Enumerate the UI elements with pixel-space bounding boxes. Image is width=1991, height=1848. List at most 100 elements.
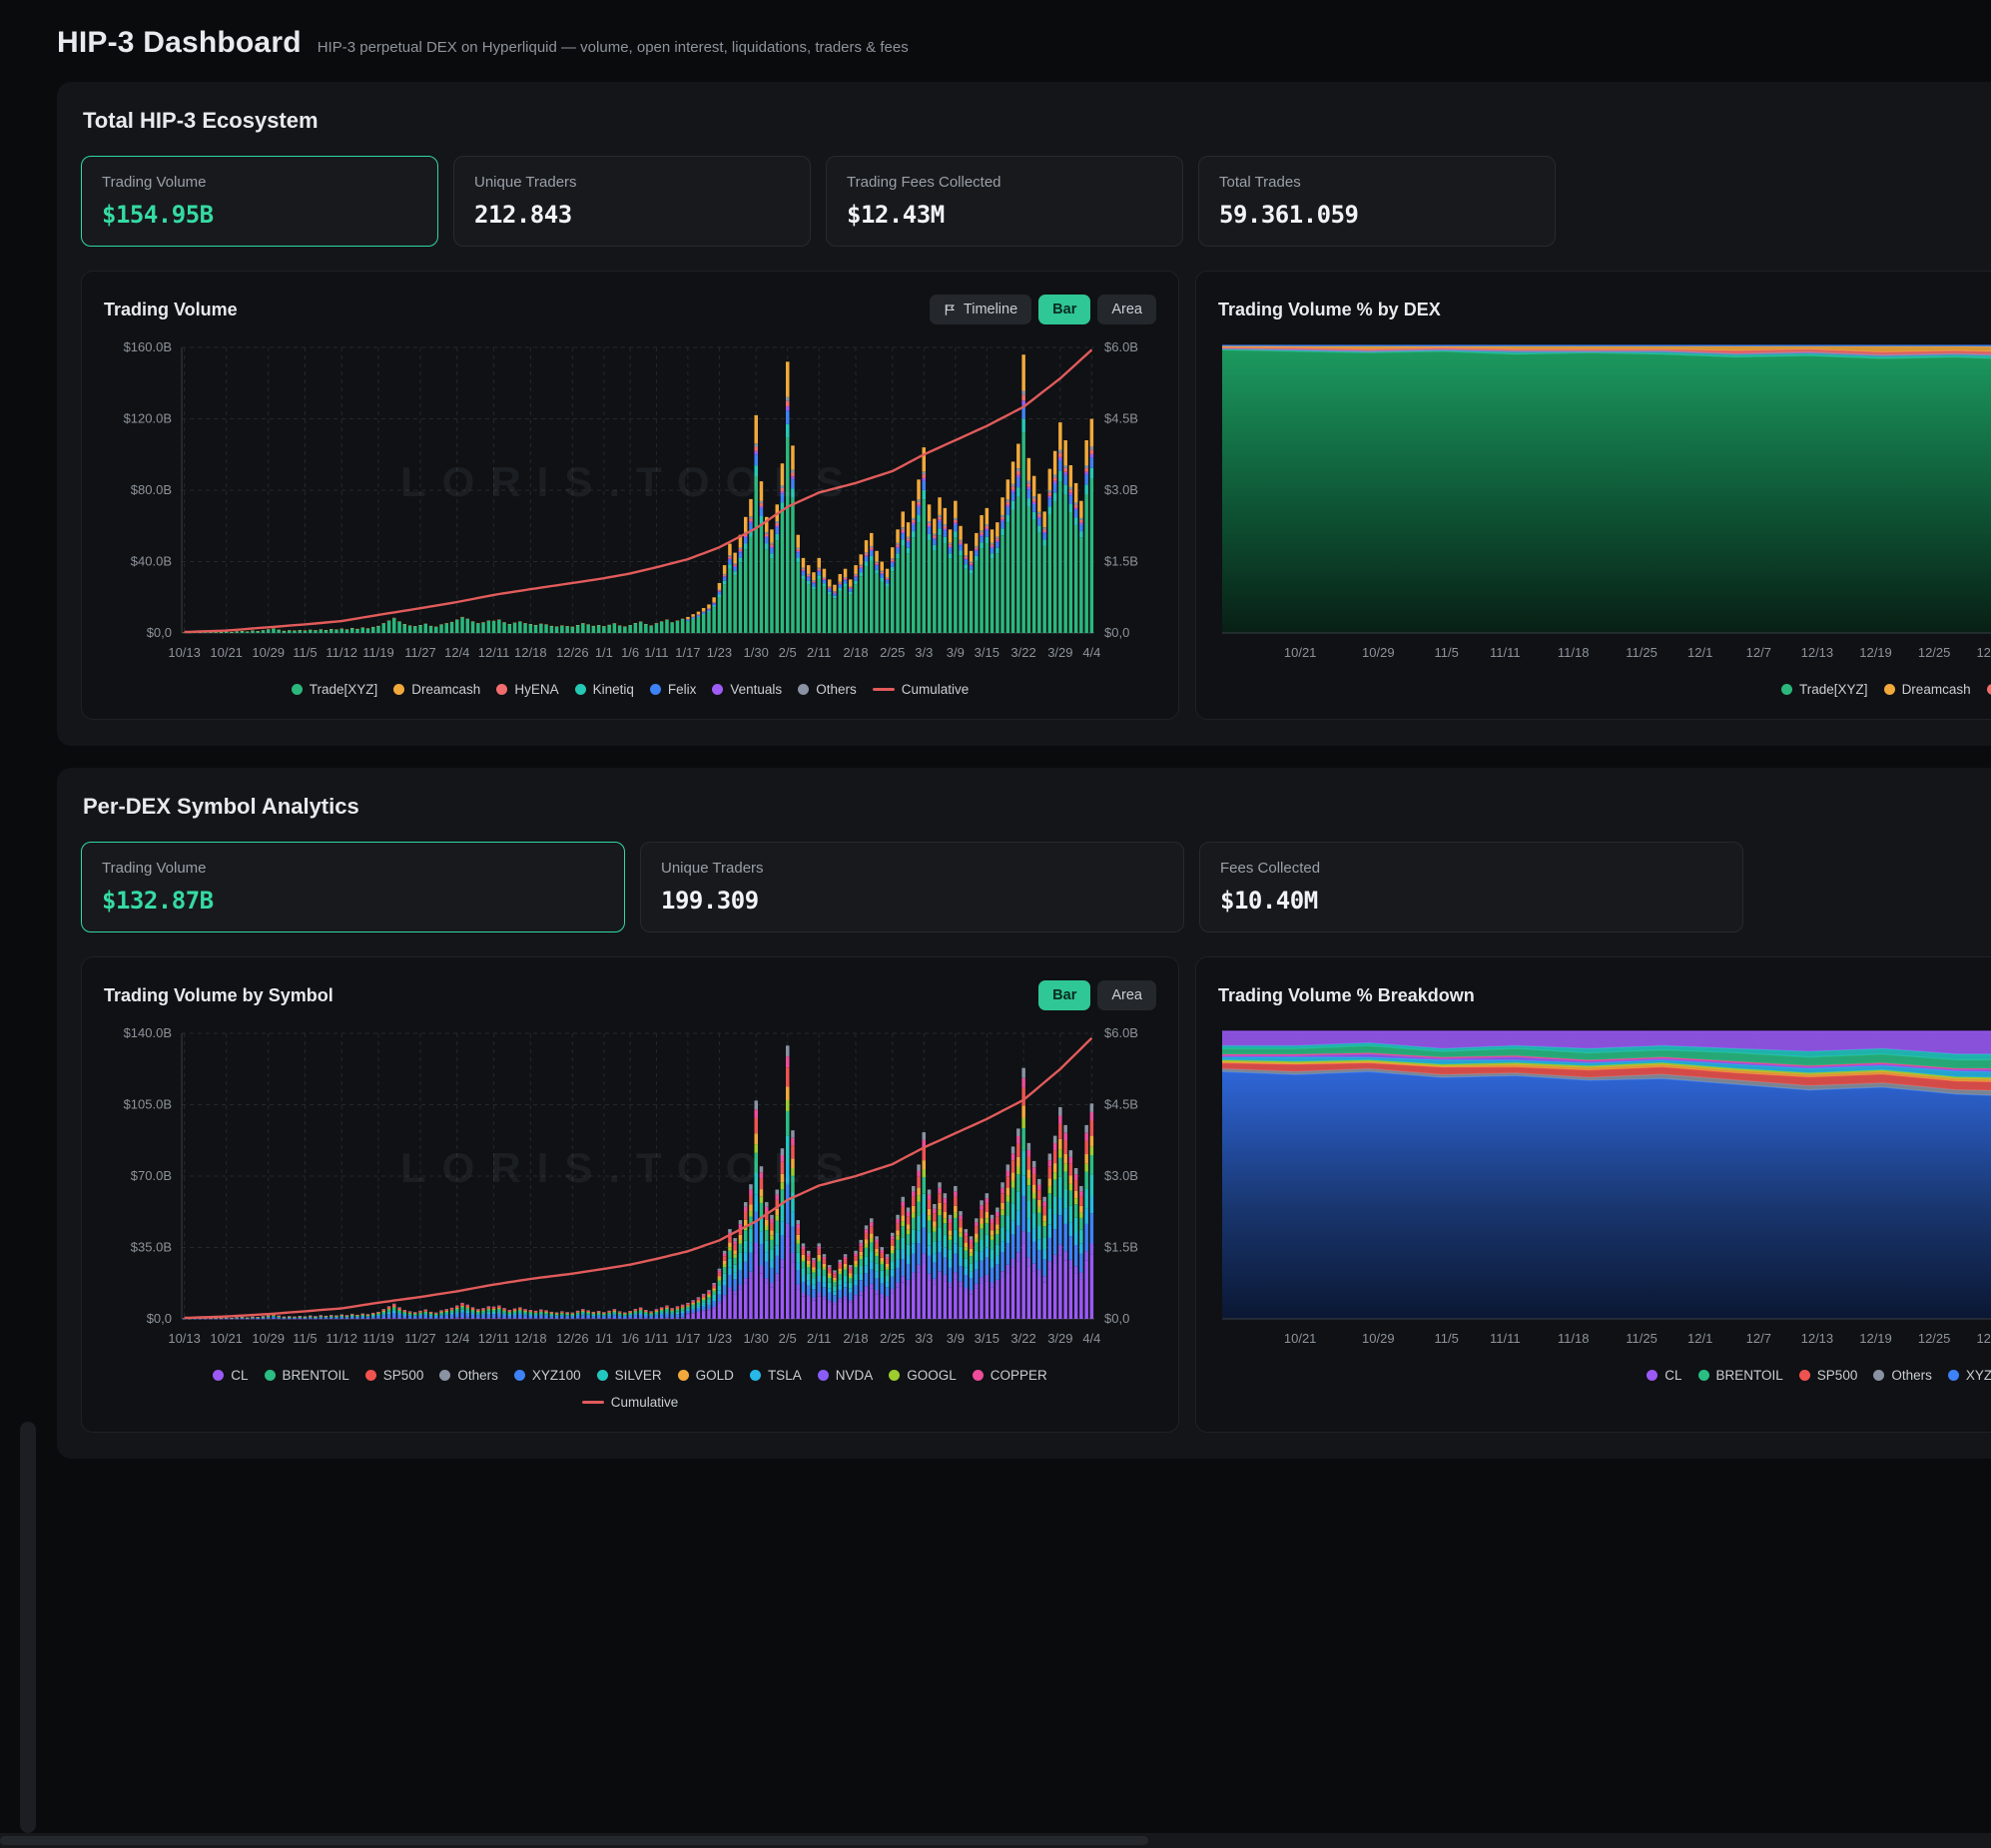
legend-item-tsla[interactable]: TSLA bbox=[749, 1368, 802, 1383]
legend-label: CL bbox=[1664, 1368, 1682, 1383]
legend-label: BRENTOIL bbox=[1715, 1368, 1783, 1383]
cumulative-legend: Cumulative bbox=[104, 1395, 1156, 1410]
svg-text:3/9: 3/9 bbox=[947, 1331, 965, 1346]
legend-label: Trade[XYZ] bbox=[1799, 682, 1868, 697]
legend-label: XYZ100 bbox=[1965, 1368, 1991, 1383]
legend-label: Others bbox=[816, 682, 857, 697]
legend-item-dreamcash[interactable]: Dreamcash bbox=[393, 682, 480, 697]
svg-text:$6.0B: $6.0B bbox=[1104, 1025, 1138, 1040]
legend-item-nvda[interactable]: NVDA bbox=[817, 1368, 873, 1383]
legend-item-trade_xyz[interactable]: Trade[XYZ] bbox=[291, 682, 377, 697]
vertical-scrollbar[interactable] bbox=[20, 1422, 36, 1833]
copper-swatch-icon bbox=[972, 1370, 984, 1381]
legend-item-hyena[interactable]: HyENA bbox=[496, 682, 559, 697]
svg-text:12/1: 12/1 bbox=[1687, 645, 1712, 660]
trading-volume-legend: Trade[XYZ] Dreamcash HyENA Kinetiq Felix Vent… bbox=[104, 682, 1156, 697]
stat-card-unique-traders[interactable]: Unique Traders 212.843 bbox=[453, 156, 811, 247]
horizontal-scrollbar-thumb[interactable] bbox=[0, 1836, 1148, 1845]
legend-item-cumulative[interactable]: Cumulative bbox=[872, 682, 969, 697]
stat-card-perdex-volume[interactable]: Trading Volume $132.87B bbox=[81, 842, 625, 932]
svg-text:11/25: 11/25 bbox=[1626, 645, 1658, 660]
legend-item-hyena[interactable]: HyENA bbox=[1986, 682, 1991, 697]
stat-card-perdex-fees[interactable]: Fees Collected $10.40M bbox=[1199, 842, 1743, 932]
legend-item-sp500[interactable]: SP500 bbox=[364, 1368, 423, 1383]
panel-title: Trading Volume % Breakdown bbox=[1218, 984, 1475, 1005]
horizontal-scrollbar[interactable] bbox=[0, 1833, 1991, 1848]
svg-text:2/5: 2/5 bbox=[779, 645, 797, 660]
svg-text:3/3: 3/3 bbox=[915, 1331, 933, 1346]
svg-text:12/4: 12/4 bbox=[444, 1331, 469, 1346]
legend-label: GOLD bbox=[695, 1368, 734, 1383]
legend-item-cumulative[interactable]: Cumulative bbox=[581, 1395, 678, 1410]
stat-value: $10.40M bbox=[1220, 887, 1318, 915]
brentoil-swatch-icon bbox=[1697, 1370, 1709, 1381]
legend-item-ventuals[interactable]: Ventuals bbox=[712, 682, 782, 697]
volume-share-by-dex-chart[interactable]: 10/21 10/29 11/5 11/11 11/18 11/25 12/1 12/7 12/… bbox=[1218, 335, 1991, 665]
svg-text:1/6: 1/6 bbox=[621, 1331, 639, 1346]
legend-label: SP500 bbox=[1816, 1368, 1858, 1383]
stat-card-perdex-traders[interactable]: Unique Traders 199.309 bbox=[640, 842, 1184, 932]
svg-text:12/4: 12/4 bbox=[444, 645, 469, 660]
silver-swatch-icon bbox=[596, 1370, 608, 1381]
legend-item-silver[interactable]: SILVER bbox=[596, 1368, 662, 1383]
svg-text:12/19: 12/19 bbox=[1859, 645, 1892, 660]
trading-volume-chart[interactable]: $160.0B $6.0B $120.0B $4.5B $80.0B $3.0B $40.0… bbox=[104, 335, 1158, 665]
legend-item-felix[interactable]: Felix bbox=[649, 682, 696, 697]
area-toggle[interactable]: Area bbox=[1097, 295, 1156, 324]
legend-item-copper[interactable]: COPPER bbox=[972, 1368, 1047, 1383]
svg-text:11/5: 11/5 bbox=[1435, 645, 1459, 660]
bar-toggle[interactable]: Bar bbox=[1038, 980, 1091, 1010]
bar-toggle[interactable]: Bar bbox=[1038, 295, 1091, 324]
svg-text:1/1: 1/1 bbox=[595, 1331, 613, 1346]
volume-share-legend: Trade[XYZ]DreamcashHyENAKinetiqFelixVent… bbox=[1218, 682, 1991, 697]
panel-volume-share-by-dex: Trading Volume % by DEX 10/21 10/29 11/5 11… bbox=[1195, 271, 1991, 720]
panel-trading-volume: Trading Volume Timeline Bar Area $160.0 bbox=[81, 271, 1179, 720]
svg-text:3/3: 3/3 bbox=[915, 645, 933, 660]
svg-text:11/19: 11/19 bbox=[362, 1331, 394, 1346]
legend-item-cl[interactable]: CL bbox=[1647, 1368, 1682, 1383]
svg-text:10/29: 10/29 bbox=[1362, 645, 1395, 660]
legend-item-cl[interactable]: CL bbox=[213, 1368, 249, 1383]
stat-label: Total Trades bbox=[1219, 174, 1301, 191]
legend-label: Dreamcash bbox=[1901, 682, 1971, 697]
timeline-button[interactable]: Timeline bbox=[929, 295, 1032, 324]
svg-text:12/13: 12/13 bbox=[1801, 645, 1834, 660]
legend-item-dreamcash[interactable]: Dreamcash bbox=[1883, 682, 1971, 697]
legend-item-brentoil[interactable]: BRENTOIL bbox=[1697, 1368, 1783, 1383]
legend-item-xyz100[interactable]: XYZ100 bbox=[1947, 1368, 1991, 1383]
perdex-heading: Per-DEX Symbol Analytics bbox=[83, 794, 359, 819]
svg-text:12/25: 12/25 bbox=[1918, 1331, 1951, 1346]
ecosystem-heading: Total HIP-3 Ecosystem bbox=[83, 108, 319, 133]
volume-by-symbol-chart[interactable]: $140.0B $6.0B $105.0B $4.5B $70.0B $3.0B $35.0… bbox=[104, 1021, 1158, 1351]
trade_xyz-swatch-icon bbox=[291, 684, 303, 695]
stat-card-total-trades[interactable]: Total Trades 59.361.059 bbox=[1198, 156, 1556, 247]
stat-card-trading-volume[interactable]: Trading Volume $154.95B bbox=[81, 156, 438, 247]
svg-text:11/5: 11/5 bbox=[293, 645, 317, 660]
legend-item-others[interactable]: Others bbox=[1873, 1368, 1932, 1383]
area-toggle[interactable]: Area bbox=[1097, 980, 1156, 1010]
legend-item-others[interactable]: Others bbox=[798, 682, 857, 697]
legend-item-xyz100[interactable]: XYZ100 bbox=[513, 1368, 581, 1383]
kinetiq-swatch-icon bbox=[574, 684, 586, 695]
legend-item-sp500[interactable]: SP500 bbox=[1798, 1368, 1858, 1383]
stat-card-trading-fees[interactable]: Trading Fees Collected $12.43M bbox=[826, 156, 1183, 247]
svg-text:$35.0B: $35.0B bbox=[131, 1240, 172, 1255]
ecosystem-panels-row: Trading Volume Timeline Bar Area $160.0 bbox=[81, 271, 1991, 720]
legend-item-brentoil[interactable]: BRENTOIL bbox=[264, 1368, 349, 1383]
svg-text:12/31: 12/31 bbox=[1976, 645, 1991, 660]
panel-title: Trading Volume bbox=[104, 299, 238, 319]
svg-text:$1.5B: $1.5B bbox=[1104, 554, 1138, 569]
svg-text:11/27: 11/27 bbox=[404, 1331, 436, 1346]
volume-breakdown-chart[interactable]: 10/21 10/29 11/5 11/11 11/18 11/25 12/1 12/7 12/… bbox=[1218, 1021, 1991, 1351]
nvda-swatch-icon bbox=[817, 1370, 829, 1381]
legend-item-others[interactable]: Others bbox=[439, 1368, 498, 1383]
legend-item-trade_xyz[interactable]: Trade[XYZ] bbox=[1781, 682, 1868, 697]
legend-item-kinetiq[interactable]: Kinetiq bbox=[574, 682, 634, 697]
page-title: HIP-3 Dashboard bbox=[57, 26, 302, 59]
brentoil-swatch-icon bbox=[264, 1370, 276, 1381]
legend-label: Others bbox=[457, 1368, 498, 1383]
svg-text:2/11: 2/11 bbox=[807, 1331, 831, 1346]
legend-item-googl[interactable]: GOOGL bbox=[889, 1368, 957, 1383]
legend-item-gold[interactable]: GOLD bbox=[677, 1368, 734, 1383]
legend-label: CL bbox=[231, 1368, 249, 1383]
